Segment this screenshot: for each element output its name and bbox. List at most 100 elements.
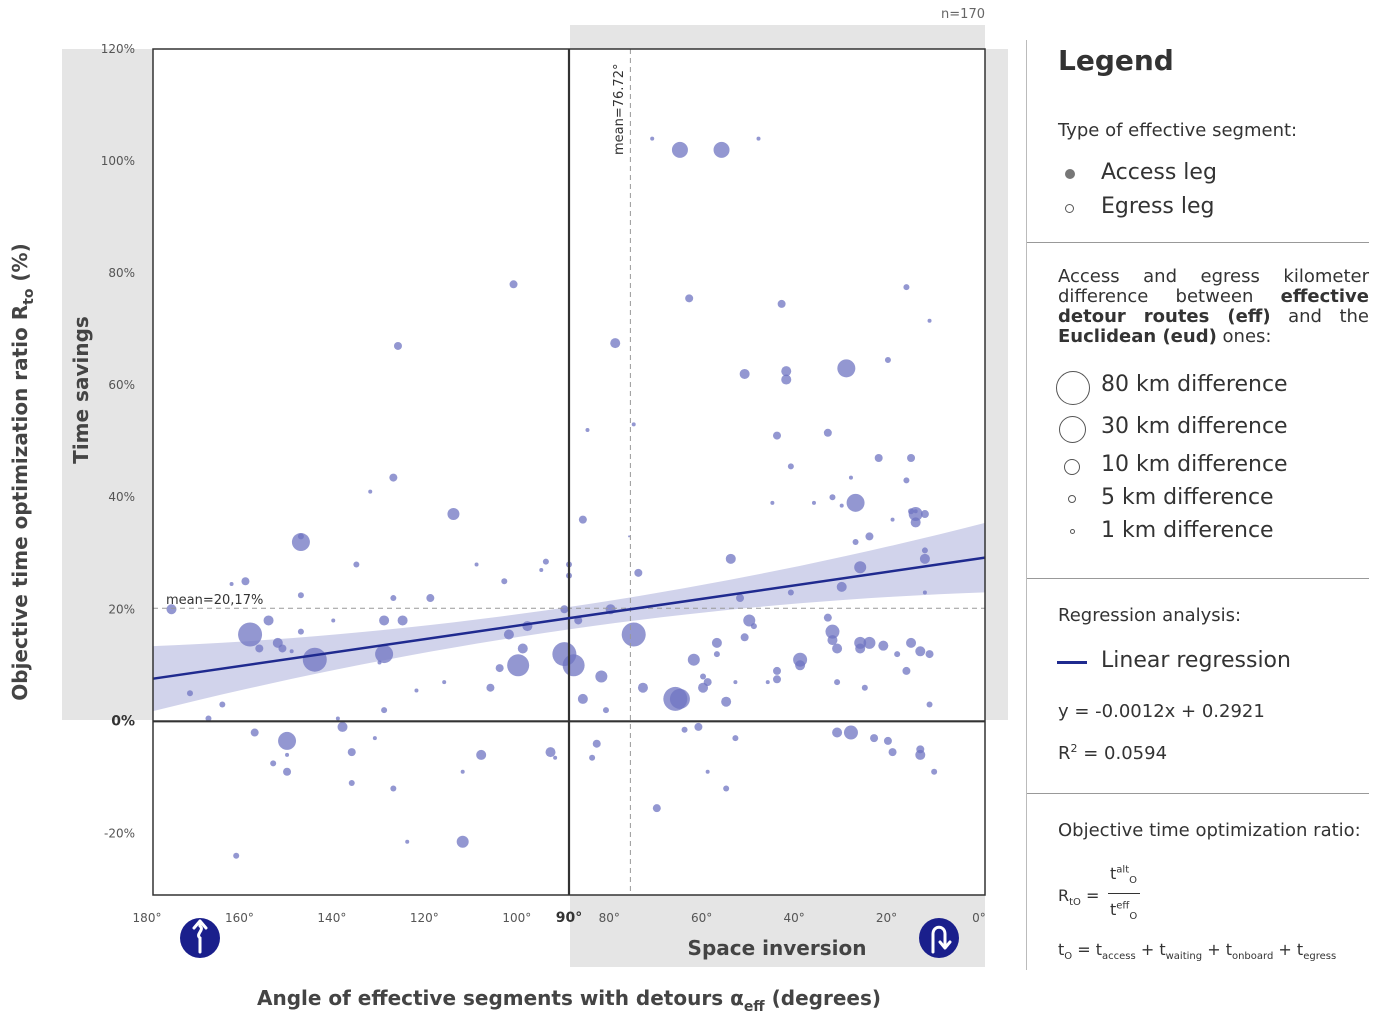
data-point	[297, 592, 304, 599]
legend-divider-3	[1027, 793, 1369, 794]
ratio-num-sup: alt	[1116, 864, 1130, 876]
data-point	[902, 666, 911, 675]
data-point	[486, 683, 495, 692]
km-desc-part2: and the	[1288, 306, 1369, 327]
data-point	[832, 643, 843, 654]
data-point	[921, 547, 928, 554]
data-point	[592, 739, 601, 748]
data-point	[903, 477, 910, 484]
data-point	[694, 722, 703, 731]
data-point	[920, 510, 929, 519]
ratio-den-sub: O	[1129, 911, 1138, 923]
data-point	[823, 428, 832, 437]
data-point	[353, 561, 360, 568]
data-point	[681, 726, 688, 733]
data-point	[795, 660, 806, 671]
data-point	[631, 422, 636, 427]
y-axis-title-suffix: (%)	[8, 243, 32, 288]
size-1km-icon	[1070, 529, 1075, 534]
data-point	[740, 633, 749, 642]
size-80km-label: 80 km difference	[1101, 372, 1288, 397]
data-point	[393, 341, 402, 350]
size-10km-label: 10 km difference	[1101, 452, 1288, 477]
plot-frame	[152, 48, 986, 896]
size-80km-icon	[1056, 371, 1090, 405]
data-point	[270, 760, 277, 767]
data-point	[621, 622, 646, 647]
ratio-lhs-main: R	[1058, 886, 1070, 905]
data-point	[927, 318, 932, 323]
data-point	[829, 494, 836, 501]
data-point	[297, 628, 304, 635]
data-point	[517, 643, 528, 654]
data-point	[884, 356, 891, 363]
ratio-fraction-bar	[1108, 893, 1140, 894]
data-point	[229, 582, 234, 587]
data-point	[863, 636, 876, 649]
data-point	[562, 654, 585, 677]
data-point	[852, 539, 859, 546]
data-point	[832, 727, 843, 738]
data-point	[285, 752, 290, 757]
to-term-waiting-sub: waiting	[1165, 951, 1203, 963]
x-tick-label: 140°	[317, 911, 346, 925]
data-point	[733, 680, 738, 685]
data-point	[669, 688, 690, 709]
data-point	[368, 489, 373, 494]
ratio-num-main: t	[1110, 864, 1117, 883]
x-tick-label: 80°	[599, 911, 620, 925]
data-point	[405, 839, 410, 844]
data-point	[503, 629, 514, 640]
data-point	[637, 682, 648, 693]
data-point	[770, 500, 775, 505]
data-point	[335, 716, 340, 721]
r2-prefix: R	[1058, 743, 1071, 764]
to-term-access-sub: access	[1102, 951, 1136, 963]
data-point	[736, 594, 745, 603]
time-savings-label: Time savings	[69, 316, 93, 464]
ratio-lhs-sub: tO	[1069, 897, 1081, 909]
data-point	[765, 680, 770, 685]
data-point	[545, 747, 556, 758]
y-axis-title-sub: to	[21, 288, 37, 305]
data-point	[241, 577, 250, 586]
data-point	[447, 508, 460, 521]
regression-label: Regression analysis:	[1058, 605, 1242, 626]
data-point	[846, 493, 865, 512]
data-point	[610, 338, 621, 349]
data-point	[589, 754, 596, 761]
r-squared: R2 = 0.0594	[1058, 742, 1167, 764]
data-point	[331, 618, 336, 623]
data-point	[539, 568, 544, 573]
data-point	[834, 679, 841, 686]
size-30km-label: 30 km difference	[1101, 414, 1288, 439]
data-point	[781, 366, 792, 377]
y-tick-label: 60%	[108, 378, 135, 392]
regression-line	[152, 556, 986, 680]
data-point	[908, 507, 923, 522]
data-point	[811, 500, 816, 505]
data-point	[839, 503, 844, 508]
data-point	[910, 517, 921, 528]
x-axis-title-sub: eff	[744, 999, 765, 1015]
size-5km-label: 5 km difference	[1101, 485, 1274, 510]
data-point	[595, 670, 608, 683]
legend-title: Legend	[1058, 44, 1174, 77]
data-point	[700, 673, 707, 680]
data-point	[390, 595, 397, 602]
data-point	[578, 515, 587, 524]
r2-value: = 0.0594	[1077, 743, 1168, 764]
to-formula: tO = taccess + twaiting + tonboard + teg…	[1058, 940, 1336, 962]
size-30km-icon	[1059, 416, 1086, 443]
data-point	[787, 463, 794, 470]
data-point	[721, 696, 732, 707]
data-point	[250, 728, 259, 737]
data-point	[650, 136, 655, 141]
data-point	[854, 561, 867, 574]
size-5km-icon	[1068, 495, 1076, 503]
to-term-access: t	[1095, 940, 1103, 959]
ratio-equals: =	[1080, 886, 1100, 905]
y-tick-label: 100%	[101, 154, 135, 168]
data-point	[705, 769, 710, 774]
data-point	[723, 785, 730, 792]
